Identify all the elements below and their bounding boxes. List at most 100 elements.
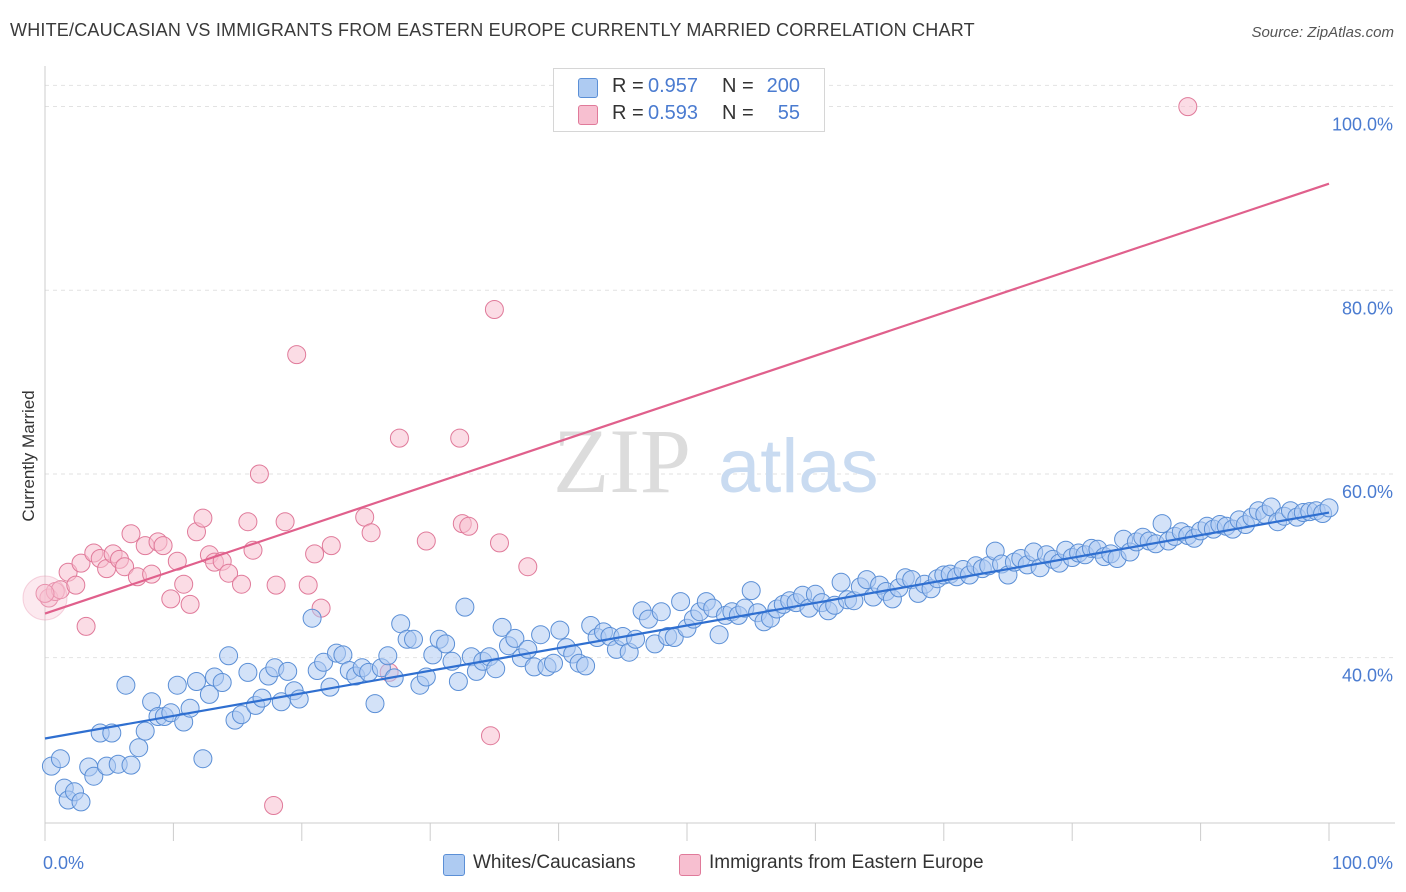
whites-point	[505, 628, 525, 648]
whites-point	[84, 766, 104, 786]
axes	[44, 66, 1395, 841]
whites-point	[135, 721, 155, 741]
immigrants-point	[238, 512, 258, 532]
legend-n-label: N =	[722, 102, 754, 124]
immigrants-point	[264, 796, 284, 815]
whites-point	[129, 738, 149, 758]
immigrants-point	[76, 616, 96, 636]
immigrants-point	[389, 428, 409, 448]
immigrants-point	[193, 508, 213, 528]
immigrants-point	[484, 300, 504, 319]
trend-lines	[44, 182, 1330, 740]
whites-point	[116, 675, 136, 695]
immigrants-point	[153, 536, 173, 556]
immigrants-point	[459, 516, 479, 536]
y-tick-label: 60.0%	[1342, 482, 1393, 502]
legend-swatch-whites	[578, 78, 598, 98]
source-label: Source: ZipAtlas.com	[1251, 24, 1394, 41]
whites-trend-line	[44, 511, 1330, 740]
bottom-legend-swatch-whites	[443, 854, 465, 876]
whites-point	[278, 661, 298, 681]
series-immigrants-points	[22, 97, 1198, 815]
immigrants-point	[35, 583, 55, 603]
y-axis-title: Currently Married	[19, 390, 38, 521]
whites-point	[709, 625, 729, 645]
whites-point	[314, 652, 334, 672]
whites-point	[448, 672, 468, 691]
watermark-zip: ZIP	[553, 410, 691, 512]
immigrants-trend-line	[44, 182, 1330, 615]
immigrants-point	[266, 575, 286, 595]
whites-point	[486, 659, 506, 679]
whites-point	[212, 673, 232, 692]
immigrants-point	[321, 536, 341, 556]
immigrants-point	[66, 575, 86, 595]
immigrants-point	[361, 523, 381, 543]
legend-r-value: 0.593	[648, 102, 699, 124]
legend-r-value: 0.957	[648, 75, 699, 97]
whites-point	[671, 592, 691, 612]
immigrants-point	[490, 533, 509, 553]
immigrants-point	[450, 428, 470, 448]
immigrants-point	[232, 574, 251, 594]
immigrants-point	[180, 594, 200, 614]
whites-point	[50, 749, 70, 769]
whites-point	[193, 749, 213, 769]
immigrants-point	[287, 345, 307, 365]
whites-point	[378, 646, 398, 666]
tick-labels: 40.0% 60.0% 80.0% 100.0% 0.0% 100.0%	[43, 115, 1393, 873]
whites-point	[365, 694, 385, 714]
whites-point	[187, 672, 206, 691]
whites-point	[531, 625, 551, 645]
x-tick-label: 100.0%	[1332, 853, 1393, 873]
whites-point	[550, 620, 570, 640]
whites-point	[1152, 514, 1172, 534]
whites-point	[238, 662, 258, 682]
whites-point	[544, 653, 563, 673]
immigrants-point	[174, 574, 194, 594]
immigrants-point	[219, 563, 239, 583]
legend-n-value: 200	[766, 75, 800, 97]
legend-n-label: N =	[722, 75, 754, 97]
immigrants-point	[305, 544, 325, 564]
whites-point	[455, 597, 475, 617]
immigrants-point	[249, 464, 269, 484]
immigrants-point	[121, 524, 141, 544]
whites-point	[831, 572, 851, 592]
bottom-legend-label-whites: Whites/Caucasians	[473, 852, 636, 873]
bottom-legend-swatch-immigrants	[679, 854, 701, 876]
immigrants-point	[518, 557, 538, 577]
legend-swatch-immigrants	[578, 105, 598, 125]
y-tick-label: 40.0%	[1342, 666, 1393, 686]
legend: R = 0.957 N = 200 R = 0.593 N = 55	[553, 68, 825, 132]
immigrants-point	[481, 726, 500, 746]
watermark: ZIP atlas	[553, 410, 879, 512]
immigrants-point	[71, 553, 91, 573]
immigrants-point	[161, 589, 181, 609]
bottom-legend-label-immigrants: Immigrants from Eastern Europe	[709, 852, 984, 873]
whites-point	[492, 617, 512, 637]
y-tick-label: 80.0%	[1342, 298, 1393, 318]
immigrants-point	[115, 557, 135, 577]
whites-point	[219, 646, 239, 666]
x-tick-label: 0.0%	[43, 853, 84, 873]
whites-point	[199, 684, 219, 704]
whites-point	[436, 634, 456, 654]
immigrants-point	[298, 575, 318, 595]
whites-point	[404, 629, 423, 649]
whites-point	[302, 608, 322, 628]
watermark-atlas: atlas	[718, 424, 879, 509]
whites-point	[741, 581, 761, 601]
whites-point	[232, 705, 251, 725]
whites-point	[651, 602, 671, 622]
whites-point	[576, 656, 596, 676]
gridlines	[45, 84, 1395, 659]
legend-r-label: R =	[612, 75, 644, 97]
legend-r-label: R =	[612, 102, 644, 124]
immigrants-point	[275, 512, 295, 532]
whites-point	[167, 675, 187, 695]
immigrants-point	[416, 531, 436, 551]
immigrants-point	[1178, 97, 1198, 117]
chart-title: WHITE/CAUCASIAN VS IMMIGRANTS FROM EASTE…	[10, 20, 975, 40]
